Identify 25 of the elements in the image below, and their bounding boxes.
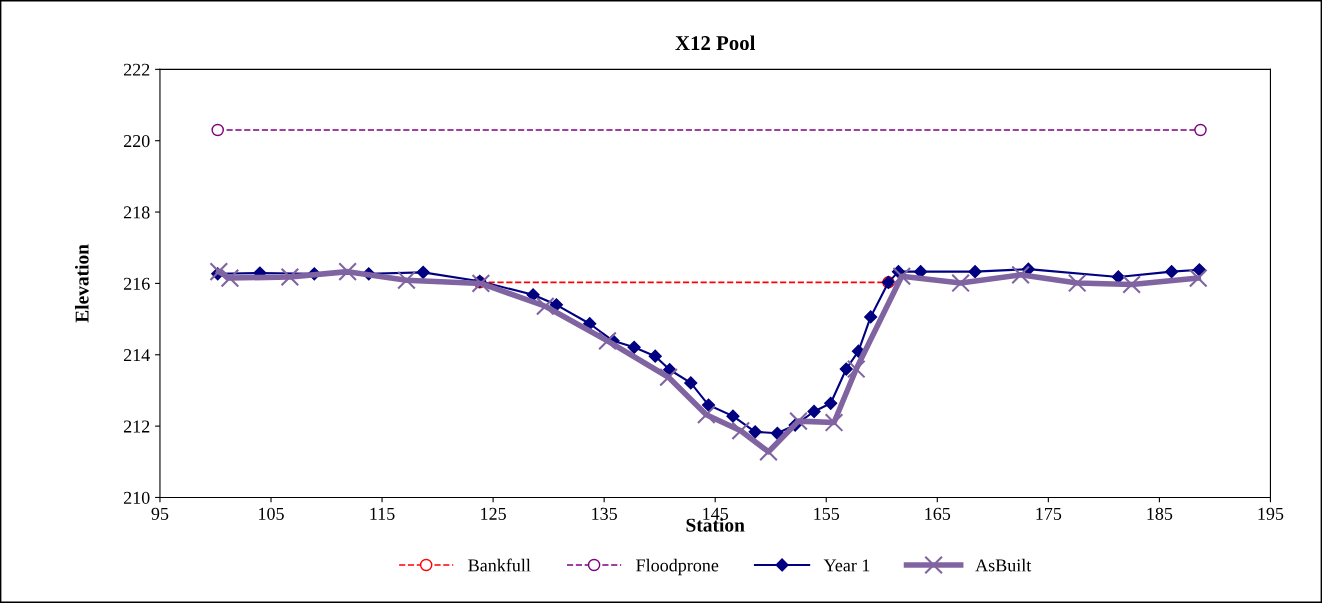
y-tick-label: 214: [123, 349, 150, 362]
y-tick-label: 216: [123, 277, 150, 290]
x-tick-label: 195: [1258, 507, 1284, 520]
chart-title: X12 Pool: [675, 35, 756, 51]
y-tick-label: 220: [123, 134, 150, 148]
legend-label: AsBuilt: [975, 558, 1032, 572]
legend-label: Year 1: [823, 559, 870, 572]
x-tick-label: 165: [925, 507, 951, 520]
y-tick-label: 210: [123, 491, 150, 504]
y-tick-label: 218: [123, 206, 150, 219]
x-tick-label: 105: [259, 507, 284, 520]
x-axis-title: Station: [686, 518, 745, 532]
legend-label: Floodprone: [636, 558, 719, 576]
x-tick-label: 185: [1147, 507, 1173, 520]
y-axis-title: Elevation: [74, 244, 89, 323]
x-tick-label: 135: [592, 507, 617, 520]
x-tick-label: 155: [814, 507, 840, 520]
x-tick-label: 115: [370, 507, 395, 520]
x-tick-label: 145: [703, 507, 729, 520]
x-tick-label: 175: [1036, 507, 1062, 520]
legend-label: Bankfull: [468, 558, 531, 572]
x-tick-label: 125: [481, 507, 506, 520]
x-tick-label: 95: [151, 507, 169, 520]
y-tick-label: 222: [123, 63, 150, 76]
y-tick-label: 212: [123, 420, 150, 433]
